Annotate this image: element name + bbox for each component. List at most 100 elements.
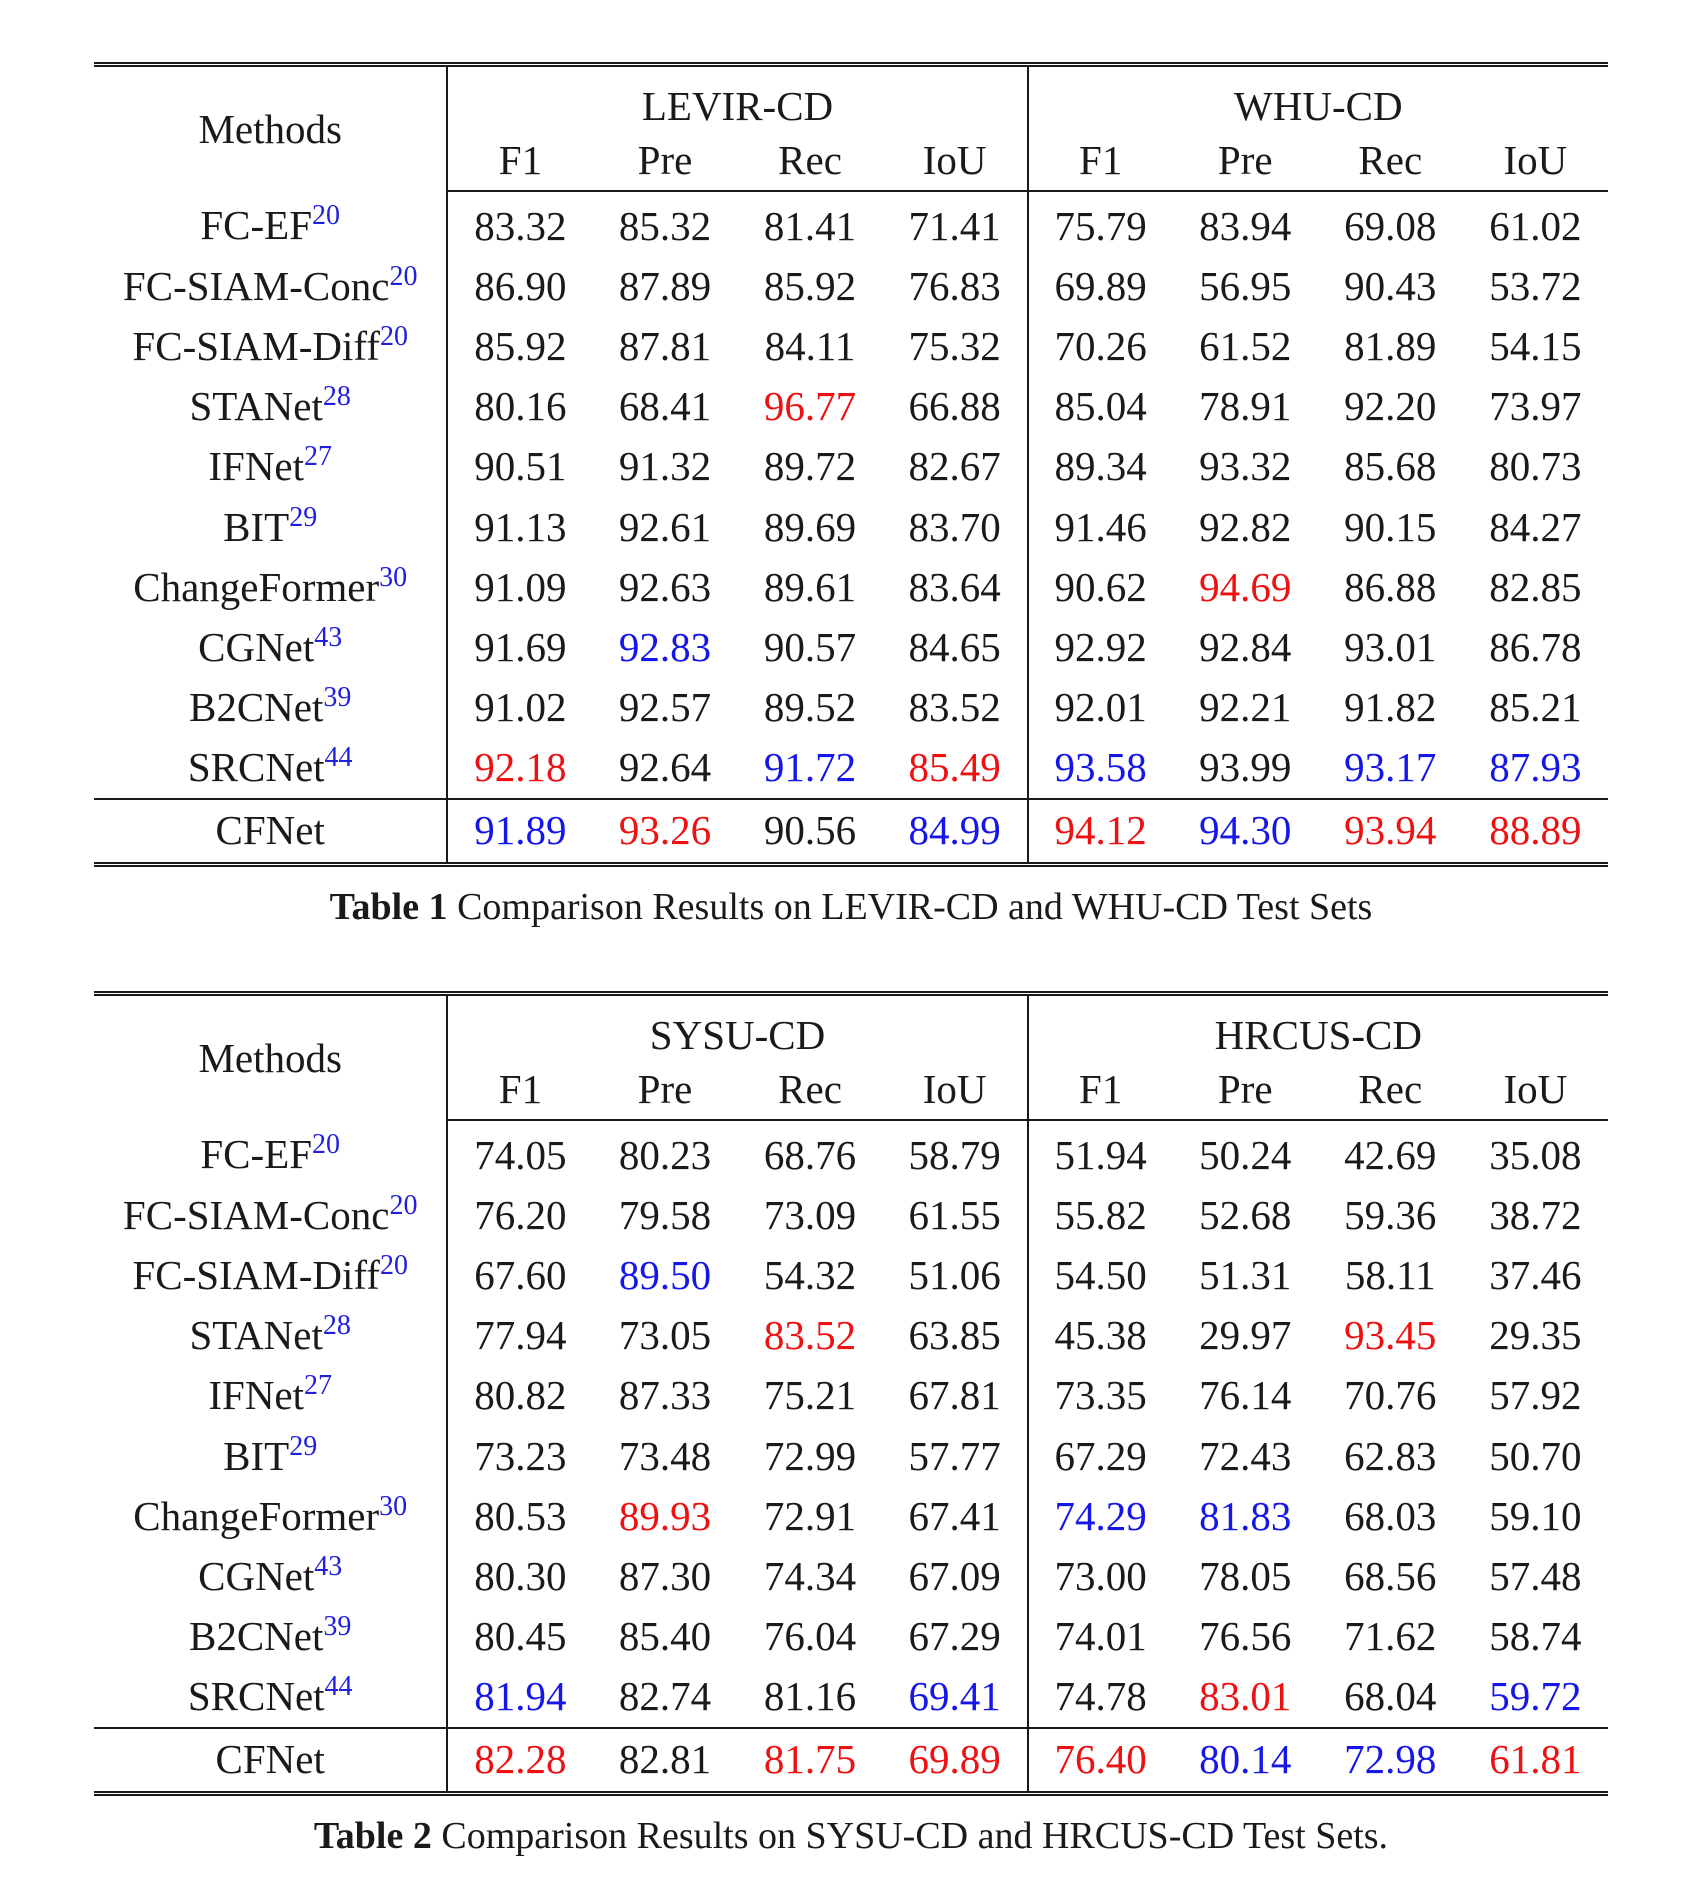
value-cell: 85.49 — [882, 737, 1029, 799]
value-cell: 73.35 — [1054, 1372, 1147, 1419]
table-row: B2CNet39 91.02 92.57 89.52 83.52 92.01 92.21 91… — [94, 677, 1608, 738]
value-cell: 81.75 — [737, 1726, 883, 1794]
value-cell: 54.32 — [763, 1251, 857, 1298]
value-cell: 58.74 — [1489, 1613, 1582, 1660]
method-name-cell: CGNet43 — [94, 617, 449, 678]
value-cell: 93.17 — [1344, 744, 1437, 791]
citation-link[interactable]: 39 — [323, 682, 352, 714]
value-cell: 80.73 — [1489, 443, 1582, 490]
table-1-block: Methods LEVIR-CD WHU-CD F1 Pre Rec IoU F1 Pre Rec… — [94, 62, 1608, 929]
value-cell: 66.88 — [882, 376, 1029, 437]
method-name: B2CNet — [188, 684, 324, 731]
value-cell: 81.83 — [1199, 1492, 1292, 1539]
value-cell: 89.93 — [618, 1492, 712, 1539]
value-cell: 54.15 — [1489, 322, 1582, 369]
value-cell: 87.93 — [1489, 744, 1582, 791]
table-2-block: Methods SYSU-CD HRCUS-CD F1 Pre Rec IoU F1 Pre Re… — [94, 991, 1608, 1858]
citation-link[interactable]: 44 — [324, 1671, 353, 1703]
value-cell: 67.81 — [882, 1365, 1029, 1426]
value-cell: 72.43 — [1199, 1432, 1292, 1479]
value-cell: 70.76 — [1344, 1372, 1437, 1419]
value-cell: 85.21 — [1489, 684, 1582, 731]
method-name-cell: STANet28 — [94, 1305, 449, 1366]
citation-link[interactable]: 28 — [322, 1310, 351, 1342]
value-cell: 88.89 — [1462, 797, 1608, 865]
value-cell: 87.30 — [618, 1552, 712, 1599]
value-cell: 61.55 — [882, 1185, 1029, 1246]
metric-header-f1: F1 — [447, 1058, 593, 1121]
value-cell: 80.45 — [474, 1613, 567, 1660]
method-name: STANet — [189, 383, 323, 430]
method-name-cell: FC-SIAM-Conc20 — [94, 1185, 449, 1246]
value-cell: 92.92 — [1054, 623, 1147, 670]
method-name-cell: BIT29 — [94, 1425, 449, 1487]
table-row: ChangeFormer30 80.53 89.93 72.91 67.41 74.29 8… — [94, 1486, 1608, 1547]
value-cell: 80.53 — [474, 1492, 567, 1539]
value-cell: 85.32 — [618, 202, 712, 249]
value-cell: 75.79 — [1054, 202, 1147, 249]
citation-link[interactable]: 29 — [289, 1430, 318, 1462]
table-row: SRCNet44 92.18 92.64 91.72 85.49 93.58 93.99 93… — [94, 737, 1608, 799]
citation-link[interactable]: 30 — [379, 561, 408, 593]
value-cell: 57.92 — [1489, 1372, 1582, 1419]
value-cell: 63.85 — [882, 1305, 1029, 1366]
value-cell: 74.78 — [1054, 1673, 1147, 1720]
value-cell: 90.51 — [474, 443, 567, 490]
value-cell: 81.89 — [1344, 322, 1437, 369]
table-row: CGNet43 80.30 87.30 74.34 67.09 73.00 78.05 68.… — [94, 1546, 1608, 1607]
table-row: IFNet27 80.82 87.33 75.21 67.81 73.35 76.14 70.… — [94, 1365, 1608, 1426]
value-cell: 89.69 — [763, 503, 857, 550]
citation-link[interactable]: 28 — [322, 381, 351, 413]
table-caption: Table 1 Comparison Results on LEVIR-CD a… — [94, 885, 1608, 929]
table-row: SRCNet44 81.94 82.74 81.16 69.41 74.78 83.01 68… — [94, 1666, 1608, 1728]
value-cell: 29.35 — [1489, 1312, 1582, 1359]
value-cell: 76.14 — [1199, 1372, 1292, 1419]
table-row: STANet28 80.16 68.41 96.77 66.88 85.04 78.91 92… — [94, 376, 1608, 437]
method-name: BIT — [223, 503, 290, 550]
metric-header-f1: F1 — [447, 129, 593, 192]
value-cell: 72.98 — [1317, 1726, 1463, 1794]
citation-link[interactable]: 20 — [389, 1189, 418, 1221]
citation-link[interactable]: 20 — [312, 1129, 341, 1161]
dataset-header: SYSU-CD — [447, 993, 1029, 1059]
method-name: FC-SIAM-Conc — [122, 262, 390, 309]
value-cell: 77.94 — [474, 1312, 567, 1359]
citation-link[interactable]: 20 — [312, 200, 341, 232]
method-name-cell: FC-EF20 — [94, 191, 449, 257]
metric-header-rec: Rec — [1317, 1058, 1463, 1121]
citation-link[interactable]: 43 — [314, 621, 343, 653]
metric-header-f1: F1 — [1027, 129, 1173, 192]
method-name-cell: FC-SIAM-Conc20 — [94, 256, 449, 317]
value-cell: 83.70 — [882, 496, 1029, 558]
citation-link[interactable]: 44 — [324, 742, 353, 774]
citation-link[interactable]: 27 — [304, 441, 333, 473]
value-cell: 54.50 — [1054, 1251, 1147, 1298]
method-name: ChangeFormer — [133, 563, 380, 610]
citation-link[interactable]: 27 — [304, 1370, 333, 1402]
value-cell: 37.46 — [1489, 1251, 1582, 1298]
citation-link[interactable]: 20 — [379, 320, 408, 352]
value-cell: 87.81 — [618, 322, 712, 369]
citation-link[interactable]: 29 — [289, 501, 318, 533]
citation-link[interactable]: 39 — [323, 1611, 352, 1643]
value-cell: 68.41 — [618, 383, 712, 430]
value-cell: 57.77 — [882, 1425, 1029, 1487]
results-table: Methods LEVIR-CD WHU-CD F1 Pre Rec IoU F1 Pre Rec… — [94, 62, 1608, 867]
value-cell: 83.52 — [763, 1312, 857, 1359]
method-name-cell: SRCNet44 — [94, 1666, 449, 1728]
value-cell: 35.08 — [1489, 1131, 1582, 1178]
value-cell: 92.61 — [618, 503, 712, 550]
caption-text: Comparison Results on LEVIR-CD and WHU-C… — [447, 885, 1373, 928]
method-name: ChangeFormer — [133, 1492, 380, 1539]
methods-header: Methods — [94, 993, 449, 1120]
citation-link[interactable]: 30 — [379, 1490, 408, 1522]
metric-header-pre: Pre — [1172, 1058, 1318, 1121]
citation-link[interactable]: 20 — [389, 260, 418, 292]
citation-link[interactable]: 20 — [379, 1249, 408, 1281]
value-cell: 91.02 — [474, 684, 567, 731]
value-cell: 69.89 — [882, 1726, 1029, 1794]
citation-link[interactable]: 43 — [314, 1550, 343, 1582]
value-cell: 85.04 — [1054, 383, 1147, 430]
value-cell: 94.30 — [1172, 797, 1318, 865]
value-cell: 94.69 — [1199, 563, 1292, 610]
